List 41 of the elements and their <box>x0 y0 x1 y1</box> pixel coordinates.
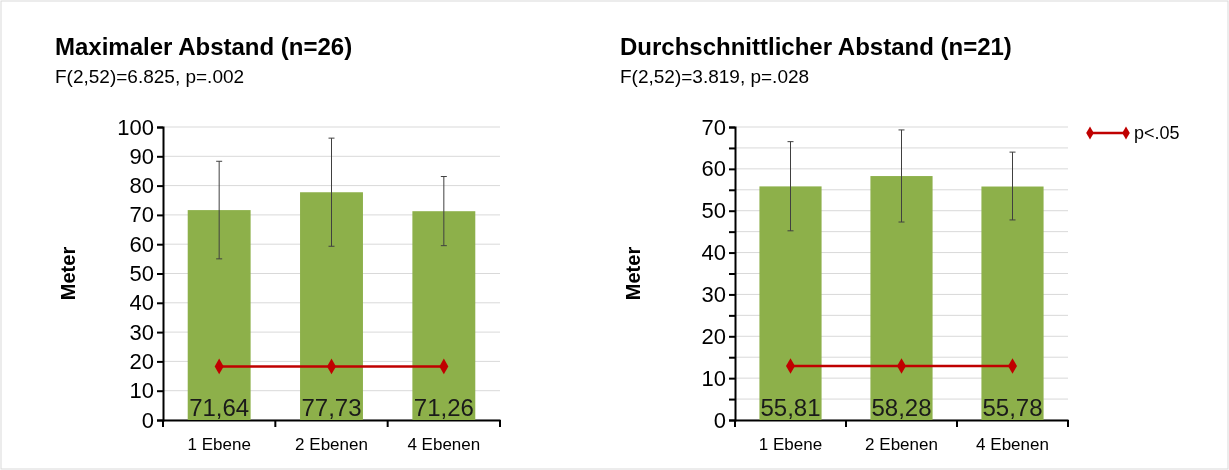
y-tick-label: 70 <box>129 202 154 228</box>
chart-title: Maximaler Abstand (n=26) <box>55 33 353 60</box>
legend-label: p<.05 <box>1134 123 1180 143</box>
y-tick-label: 90 <box>129 143 154 169</box>
chart-subtitle: F(2,52)=6.825, p=.002 <box>55 66 245 87</box>
y-tick-label: 70 <box>701 114 726 140</box>
y-tick-label: 100 <box>117 114 154 140</box>
y-tick-label: 60 <box>129 231 154 257</box>
y-tick-label: 30 <box>129 319 154 345</box>
data-label: 55,78 <box>982 394 1043 421</box>
y-axis-title: Meter <box>57 246 79 301</box>
x-tick-label: 4 Ebenen <box>407 435 481 455</box>
x-tick-label: 2 Ebenen <box>865 435 938 455</box>
chart-subtitle: F(2,52)=3.819, p=.028 <box>620 66 810 87</box>
bar <box>412 211 476 420</box>
y-tick-label: 50 <box>129 261 154 287</box>
y-tick-label: 80 <box>129 173 154 199</box>
y-tick-label: 40 <box>129 290 154 316</box>
y-tick-label: 0 <box>713 407 726 433</box>
data-label: 71,64 <box>189 394 250 421</box>
x-tick-label: 2 Ebenen <box>295 435 368 455</box>
data-label: 77,73 <box>301 394 362 421</box>
x-tick-label: 4 Ebenen <box>976 435 1049 455</box>
y-tick-label: 20 <box>701 323 726 349</box>
y-tick-label: 60 <box>701 156 726 182</box>
data-label: 55,81 <box>760 394 821 421</box>
bar <box>300 192 363 420</box>
y-tick-label: 10 <box>701 365 726 391</box>
y-tick-label: 20 <box>129 348 154 374</box>
chart-title: Durchschnittlicher Abstand (n=21) <box>620 33 1012 60</box>
y-tick-label: 50 <box>701 198 726 224</box>
y-axis-title: Meter <box>622 246 644 301</box>
y-tick-label: 40 <box>701 240 726 266</box>
y-tick-label: 0 <box>141 407 154 433</box>
bar <box>187 210 251 420</box>
data-label: 58,28 <box>871 394 932 421</box>
data-label: 71,26 <box>413 394 474 421</box>
y-tick-label: 10 <box>129 378 154 404</box>
x-tick-label: 1 Ebene <box>187 435 251 455</box>
x-tick-label: 1 Ebene <box>758 435 823 455</box>
y-tick-label: 30 <box>701 281 726 307</box>
